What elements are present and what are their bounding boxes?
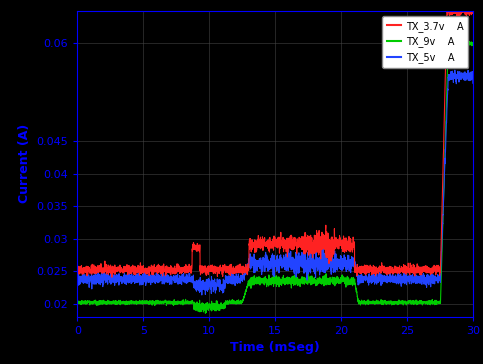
Legend: TX_3.7v    A, TX_9v    A, TX_5v    A: TX_3.7v A, TX_9v A, TX_5v A <box>382 16 469 68</box>
X-axis label: Time (mSeg): Time (mSeg) <box>230 341 320 354</box>
Y-axis label: Current (A): Current (A) <box>18 124 31 203</box>
